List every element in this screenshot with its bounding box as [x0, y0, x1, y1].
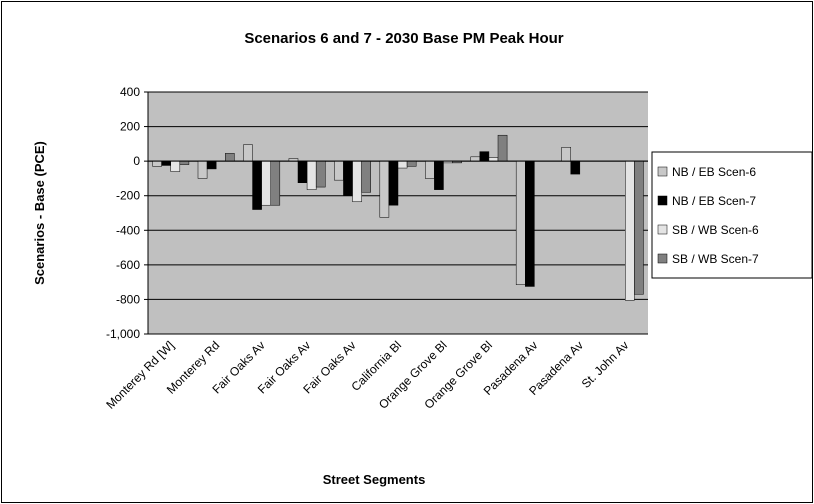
bar — [306, 160, 317, 190]
bar — [206, 160, 217, 170]
legend-swatch — [657, 195, 668, 206]
bar — [343, 160, 353, 196]
legend-box — [651, 151, 813, 279]
y-tick-label: -400 — [116, 223, 140, 237]
y-tick-label: -600 — [116, 258, 140, 272]
bar — [352, 160, 362, 203]
legend-swatch — [657, 166, 668, 177]
legend-label: NB / EB Scen-6 — [672, 165, 756, 179]
y-tick-label: -800 — [116, 292, 140, 306]
bar — [434, 160, 444, 190]
chart-title: Scenarios 6 and 7 - 2030 Base PM Peak Ho… — [244, 30, 563, 47]
bar — [261, 160, 271, 206]
plot-area — [148, 92, 648, 334]
bar — [361, 160, 371, 193]
bar — [425, 160, 435, 179]
legend-label: SB / WB Scen-7 — [672, 252, 759, 266]
bar — [515, 160, 526, 285]
bar — [525, 160, 535, 287]
y-tick-label: 400 — [120, 85, 140, 99]
legend-swatch — [657, 253, 668, 264]
bar — [488, 157, 499, 162]
bar — [334, 160, 344, 181]
bar — [561, 147, 571, 162]
bar — [179, 160, 190, 165]
bar — [388, 160, 399, 206]
bar — [152, 160, 162, 167]
y-tick-label: -200 — [116, 189, 140, 203]
bar — [161, 160, 171, 166]
bar — [634, 160, 644, 295]
bar — [479, 151, 490, 162]
legend-swatch — [657, 224, 668, 235]
bar — [297, 160, 308, 183]
bar — [570, 160, 581, 175]
y-axis-title: Scenarios - Base (PCE) — [32, 141, 47, 285]
bar — [315, 160, 326, 188]
bar — [397, 160, 408, 169]
legend-label: NB / EB Scen-7 — [672, 194, 756, 208]
bar — [270, 160, 281, 206]
bar — [252, 160, 262, 210]
bar — [470, 156, 481, 162]
x-axis-title: Street Segments — [323, 472, 426, 487]
bar — [170, 160, 181, 172]
y-tick-label: -1,000 — [106, 327, 140, 341]
bar — [406, 160, 417, 167]
legend-label: SB / WB Scen-6 — [672, 223, 759, 237]
y-tick-label: 200 — [120, 120, 140, 134]
bar — [379, 160, 390, 218]
bar — [625, 160, 635, 301]
y-tick-label: 0 — [133, 154, 140, 168]
bar — [243, 144, 253, 162]
bar — [197, 160, 208, 179]
bar — [225, 153, 235, 162]
bar — [497, 134, 508, 162]
